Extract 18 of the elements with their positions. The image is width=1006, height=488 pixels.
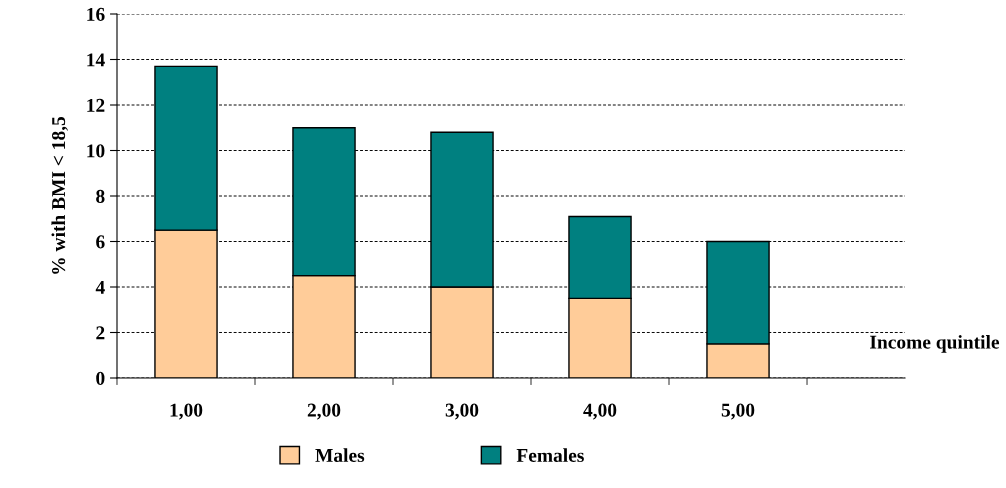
y-tick-label: 0 <box>96 371 105 385</box>
x-tick-label: 2,00 <box>307 403 341 420</box>
y-tick-label: 4 <box>95 280 105 294</box>
y-tick-label: 6 <box>96 235 105 249</box>
y-tick-label: 2 <box>96 326 105 340</box>
x-tick-label: 1,00 <box>170 403 203 420</box>
y-tick-label: 10 <box>87 144 105 158</box>
y-tick-label: 14 <box>87 53 105 67</box>
y-tick-label: 8 <box>96 189 105 203</box>
y-axis-title: % with BMI < 18,5 <box>51 116 68 274</box>
y-tick-label: 16 <box>87 7 105 21</box>
legend-label: Females <box>516 448 584 463</box>
x-axis-title: Income quintile <box>870 335 1000 353</box>
y-tick-label: 12 <box>87 98 105 112</box>
x-tick-label: 4,00 <box>583 403 617 420</box>
x-tick-label: 3,00 <box>445 403 479 420</box>
legend-label: Males <box>315 448 365 463</box>
x-tick-label: 5,00 <box>721 403 755 420</box>
